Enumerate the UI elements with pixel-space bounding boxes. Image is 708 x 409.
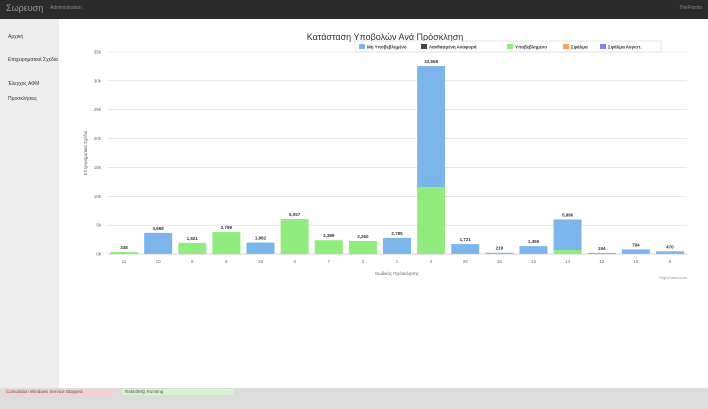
legend-label-1: Λανθασμένη Αναφορά: [429, 45, 477, 50]
bar-12-series-0: [587, 252, 616, 254]
x-tick-label: 18: [258, 259, 264, 264]
y-tick-label: 15k: [94, 165, 102, 170]
sidebar-item-business-plans[interactable]: Επιχειρηματικά Σχέδια: [8, 57, 58, 63]
data-label: 6,057: [289, 212, 301, 217]
chart-credits: Highcharts.com: [659, 275, 687, 280]
legend-label-0: Μη Υποβεβλημένο: [367, 45, 407, 50]
bar-20-series-0: [451, 244, 480, 254]
data-label: 2,260: [357, 234, 369, 239]
legend-swatch-1: [421, 44, 427, 49]
data-label: 1,359: [528, 239, 540, 244]
bar-6-series-2: [178, 242, 207, 254]
user-link[interactable]: TheFronts: [679, 5, 702, 11]
legend-swatch-2: [507, 44, 513, 49]
legend-label-4: Σφάλμα Λογιστ.: [608, 45, 642, 50]
data-label: 2,785: [391, 231, 403, 236]
y-tick-label: 30k: [94, 78, 102, 83]
data-label: 3,659: [153, 226, 165, 231]
bar-5-series-2: [212, 232, 241, 254]
chart-title: Κατάσταση Υποβολών Ανά Πρόσκληση: [307, 32, 464, 42]
data-label: 1,982: [255, 236, 267, 241]
bar-2-series-0: [417, 66, 446, 188]
data-label: 194: [598, 246, 606, 251]
bar-2-series-2: [417, 187, 446, 254]
rabbitmq-label: RabbitMQ: [125, 389, 146, 394]
data-label: 794: [632, 242, 640, 247]
brand-logo[interactable]: Σωρευση: [6, 3, 44, 13]
bar-4-series-2: [280, 219, 309, 254]
y-tick-label: 25k: [94, 107, 102, 112]
windows-service-state: Stopped: [65, 389, 83, 394]
x-tick-label: 5: [225, 259, 228, 264]
data-label: 1,921: [187, 236, 199, 241]
x-tick-label: 6: [191, 259, 194, 264]
y-axis-title: Επιχειρηματικά Σχέδια: [82, 130, 88, 175]
windows-service-label: Cumulation Windows Service: [6, 389, 65, 394]
bar-18-series-0: [246, 242, 275, 254]
bar-7-series-2: [314, 240, 343, 254]
y-tick-label: 35k: [94, 50, 102, 55]
submissions-chart: Κατάσταση Υποβολών Ανά Πρόσκληση 0k 5k 10k 1…: [75, 28, 695, 284]
bar-14-series-2: [553, 250, 582, 254]
data-label: 470: [666, 244, 674, 249]
legend-swatch-4: [600, 44, 606, 49]
legend-label-2: Υποβεβλημένο: [515, 45, 547, 50]
data-label: 1,721: [460, 237, 472, 242]
x-tick-label: 11: [122, 259, 127, 264]
data-label: 219: [496, 246, 504, 251]
windows-service-status: Cumulation Windows Service Stopped: [3, 389, 114, 395]
legend-swatch-3: [563, 44, 569, 49]
y-tick-label: 0k: [96, 252, 102, 257]
data-label: 348: [120, 245, 128, 250]
bar-19-series-0: [621, 249, 650, 254]
rabbitmq-state: Running: [146, 389, 164, 394]
x-tick-label: 14: [565, 259, 571, 264]
bar-1-series-0: [383, 237, 411, 254]
top-navbar: Σωρευση Administration TheFronts: [0, 0, 708, 19]
bar-13-series-0: [519, 246, 548, 254]
data-label: 3,799: [221, 225, 233, 230]
x-tick-label: 1: [396, 259, 399, 264]
legend-label-3: Σφάλμα: [571, 45, 588, 50]
sidebar-item-vat-check[interactable]: Έλεγχος ΑΦΜ: [8, 81, 40, 87]
x-axis-title: Κωδικός Πρόσκλησης: [375, 270, 419, 276]
rabbitmq-status: RabbitMQ Running: [122, 389, 233, 395]
bar-11-series-2: [110, 251, 139, 254]
sidebar-item-home[interactable]: Αρχική: [8, 34, 24, 40]
bar-3-series-2: [348, 240, 377, 254]
x-tick-label: 13: [531, 259, 537, 264]
x-tick-label: 9: [669, 259, 672, 264]
bar-9-series-0: [655, 251, 684, 254]
x-tick-label: 10: [156, 259, 162, 264]
y-tick-label: 5k: [96, 223, 102, 228]
data-label: 2,389: [323, 233, 335, 238]
y-tick-label: 20k: [94, 136, 102, 141]
x-tick-label: 19: [633, 259, 639, 264]
data-label: 32,568: [424, 59, 438, 64]
x-tick-label: 2: [430, 259, 433, 264]
x-tick-label: 4: [293, 259, 296, 264]
bar-10-series-0: [144, 232, 173, 254]
x-tick-label: 3: [362, 259, 365, 264]
x-tick-label: 15: [497, 259, 503, 264]
sidebar: Αρχική Επιχειρηματικά Σχέδια Έλεγχος ΑΦΜ…: [0, 19, 59, 388]
x-tick-label: 20: [463, 259, 469, 264]
legend-swatch-0: [359, 44, 365, 49]
x-tick-label: 12: [599, 259, 605, 264]
bar-15-series-0: [485, 252, 514, 254]
bar-14-series-0: [553, 219, 582, 251]
y-tick-label: 10k: [94, 194, 102, 199]
data-label: 5,990: [562, 212, 574, 217]
sidebar-item-calls[interactable]: Προσκλήσεις: [8, 96, 37, 102]
x-tick-label: 7: [328, 259, 331, 264]
administration-link[interactable]: Administration: [50, 5, 82, 11]
